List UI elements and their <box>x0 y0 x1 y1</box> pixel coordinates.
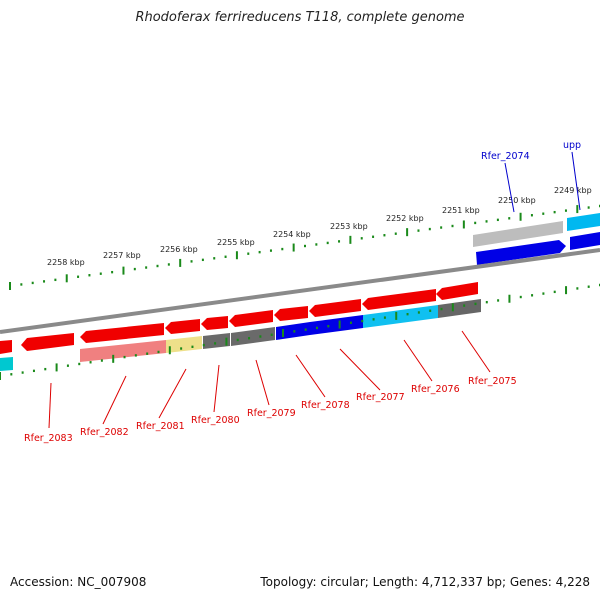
leader-line-rfer2081 <box>158 368 187 419</box>
gene-reverse-arrow[interactable] <box>80 323 164 343</box>
tick-label-2254: 2254 kbp <box>273 230 311 239</box>
gene-label-rfer2082[interactable]: Rfer_2082 <box>80 427 129 438</box>
tick-label-2257: 2257 kbp <box>103 251 141 260</box>
leader-line-rfer2082 <box>102 375 127 425</box>
cog-bar[interactable] <box>203 333 230 349</box>
genome-summary-text: Topology: circular; Length: 4,712,337 bp… <box>260 575 590 589</box>
cog-bar-track <box>0 299 481 371</box>
gene-label-rfer2076[interactable]: Rfer_2076 <box>411 384 460 395</box>
cog-bar[interactable] <box>0 357 13 371</box>
cog-bar[interactable] <box>438 299 481 318</box>
gene-label-rfer2081[interactable]: Rfer_2081 <box>136 421 185 432</box>
forward-labels: Rfer_2074 upp <box>481 140 581 213</box>
gene-forward-upp-bar[interactable] <box>567 213 600 231</box>
tick-label-2252: 2252 kbp <box>386 214 424 223</box>
leader-line-rfer2083 <box>48 382 52 429</box>
gene-label-rfer2078[interactable]: Rfer_2078 <box>301 400 350 411</box>
reverse-labels: Rfer_2083 Rfer_2082 Rfer_2081 Rfer_2080 … <box>24 330 517 444</box>
gene-forward-upp-arrow[interactable] <box>570 232 600 250</box>
gene-label-rfer2083[interactable]: Rfer_2083 <box>24 433 73 444</box>
gene-reverse-arrow[interactable] <box>21 333 74 351</box>
cog-bar[interactable] <box>80 340 166 362</box>
leader-line-rfer2079 <box>255 359 270 406</box>
outer-tick-track <box>9 204 600 290</box>
tick-label-2258: 2258 kbp <box>47 258 85 267</box>
leader-line-rfer2076 <box>403 339 433 382</box>
gene-reverse-arrow[interactable] <box>274 306 308 321</box>
accession-text: Accession: NC_007908 <box>10 575 147 589</box>
tick-label-2250: 2250 kbp <box>498 196 536 205</box>
gene-reverse-arrow[interactable] <box>309 299 361 317</box>
tick-label-2253: 2253 kbp <box>330 222 368 231</box>
gene-reverse-arrow[interactable] <box>436 282 478 300</box>
forward-gene-track <box>473 213 600 265</box>
tick-labels: 2258 kbp 2257 kbp 2256 kbp 2255 kbp 2254… <box>47 186 592 267</box>
inner-tick-track <box>0 283 600 380</box>
leader-line-upp <box>571 151 581 211</box>
leader-line-rfer2075 <box>461 330 491 373</box>
tick-label-2256: 2256 kbp <box>160 245 198 254</box>
leader-line-rfer2074 <box>504 162 515 213</box>
cog-bar[interactable] <box>310 315 363 335</box>
gene-reverse-arrow[interactable] <box>201 316 228 330</box>
gene-reverse-arrow[interactable] <box>229 310 273 327</box>
leader-line-rfer2077 <box>339 348 381 391</box>
cog-bar[interactable] <box>166 336 202 353</box>
cog-bar[interactable] <box>231 327 275 346</box>
gene-reverse-arrow[interactable] <box>0 340 12 354</box>
cog-bar[interactable] <box>276 322 310 340</box>
cog-bar[interactable] <box>363 305 438 328</box>
gene-forward-rfer2074-bar[interactable] <box>473 221 563 247</box>
tick-label-2255: 2255 kbp <box>217 238 255 247</box>
gene-label-upp[interactable]: upp <box>563 140 581 151</box>
gene-label-rfer2077[interactable]: Rfer_2077 <box>356 392 405 403</box>
leader-line-rfer2078 <box>295 354 326 398</box>
gene-label-rfer2079[interactable]: Rfer_2079 <box>247 408 296 419</box>
tick-label-2249: 2249 kbp <box>554 186 592 195</box>
gene-label-rfer2075[interactable]: Rfer_2075 <box>468 376 517 387</box>
leader-line-rfer2080 <box>213 364 220 413</box>
reverse-gene-track <box>0 282 478 354</box>
genome-title: Rhodoferax ferrireducens T118, complete … <box>135 10 465 25</box>
tick-label-2251: 2251 kbp <box>442 206 480 215</box>
gene-forward-rfer2074-arrow[interactable] <box>476 240 566 265</box>
gene-reverse-arrow[interactable] <box>362 289 436 310</box>
genome-backbone <box>0 248 600 334</box>
gene-reverse-arrow[interactable] <box>165 319 200 334</box>
gene-label-rfer2080[interactable]: Rfer_2080 <box>191 415 240 426</box>
gene-label-rfer2074[interactable]: Rfer_2074 <box>481 151 530 162</box>
